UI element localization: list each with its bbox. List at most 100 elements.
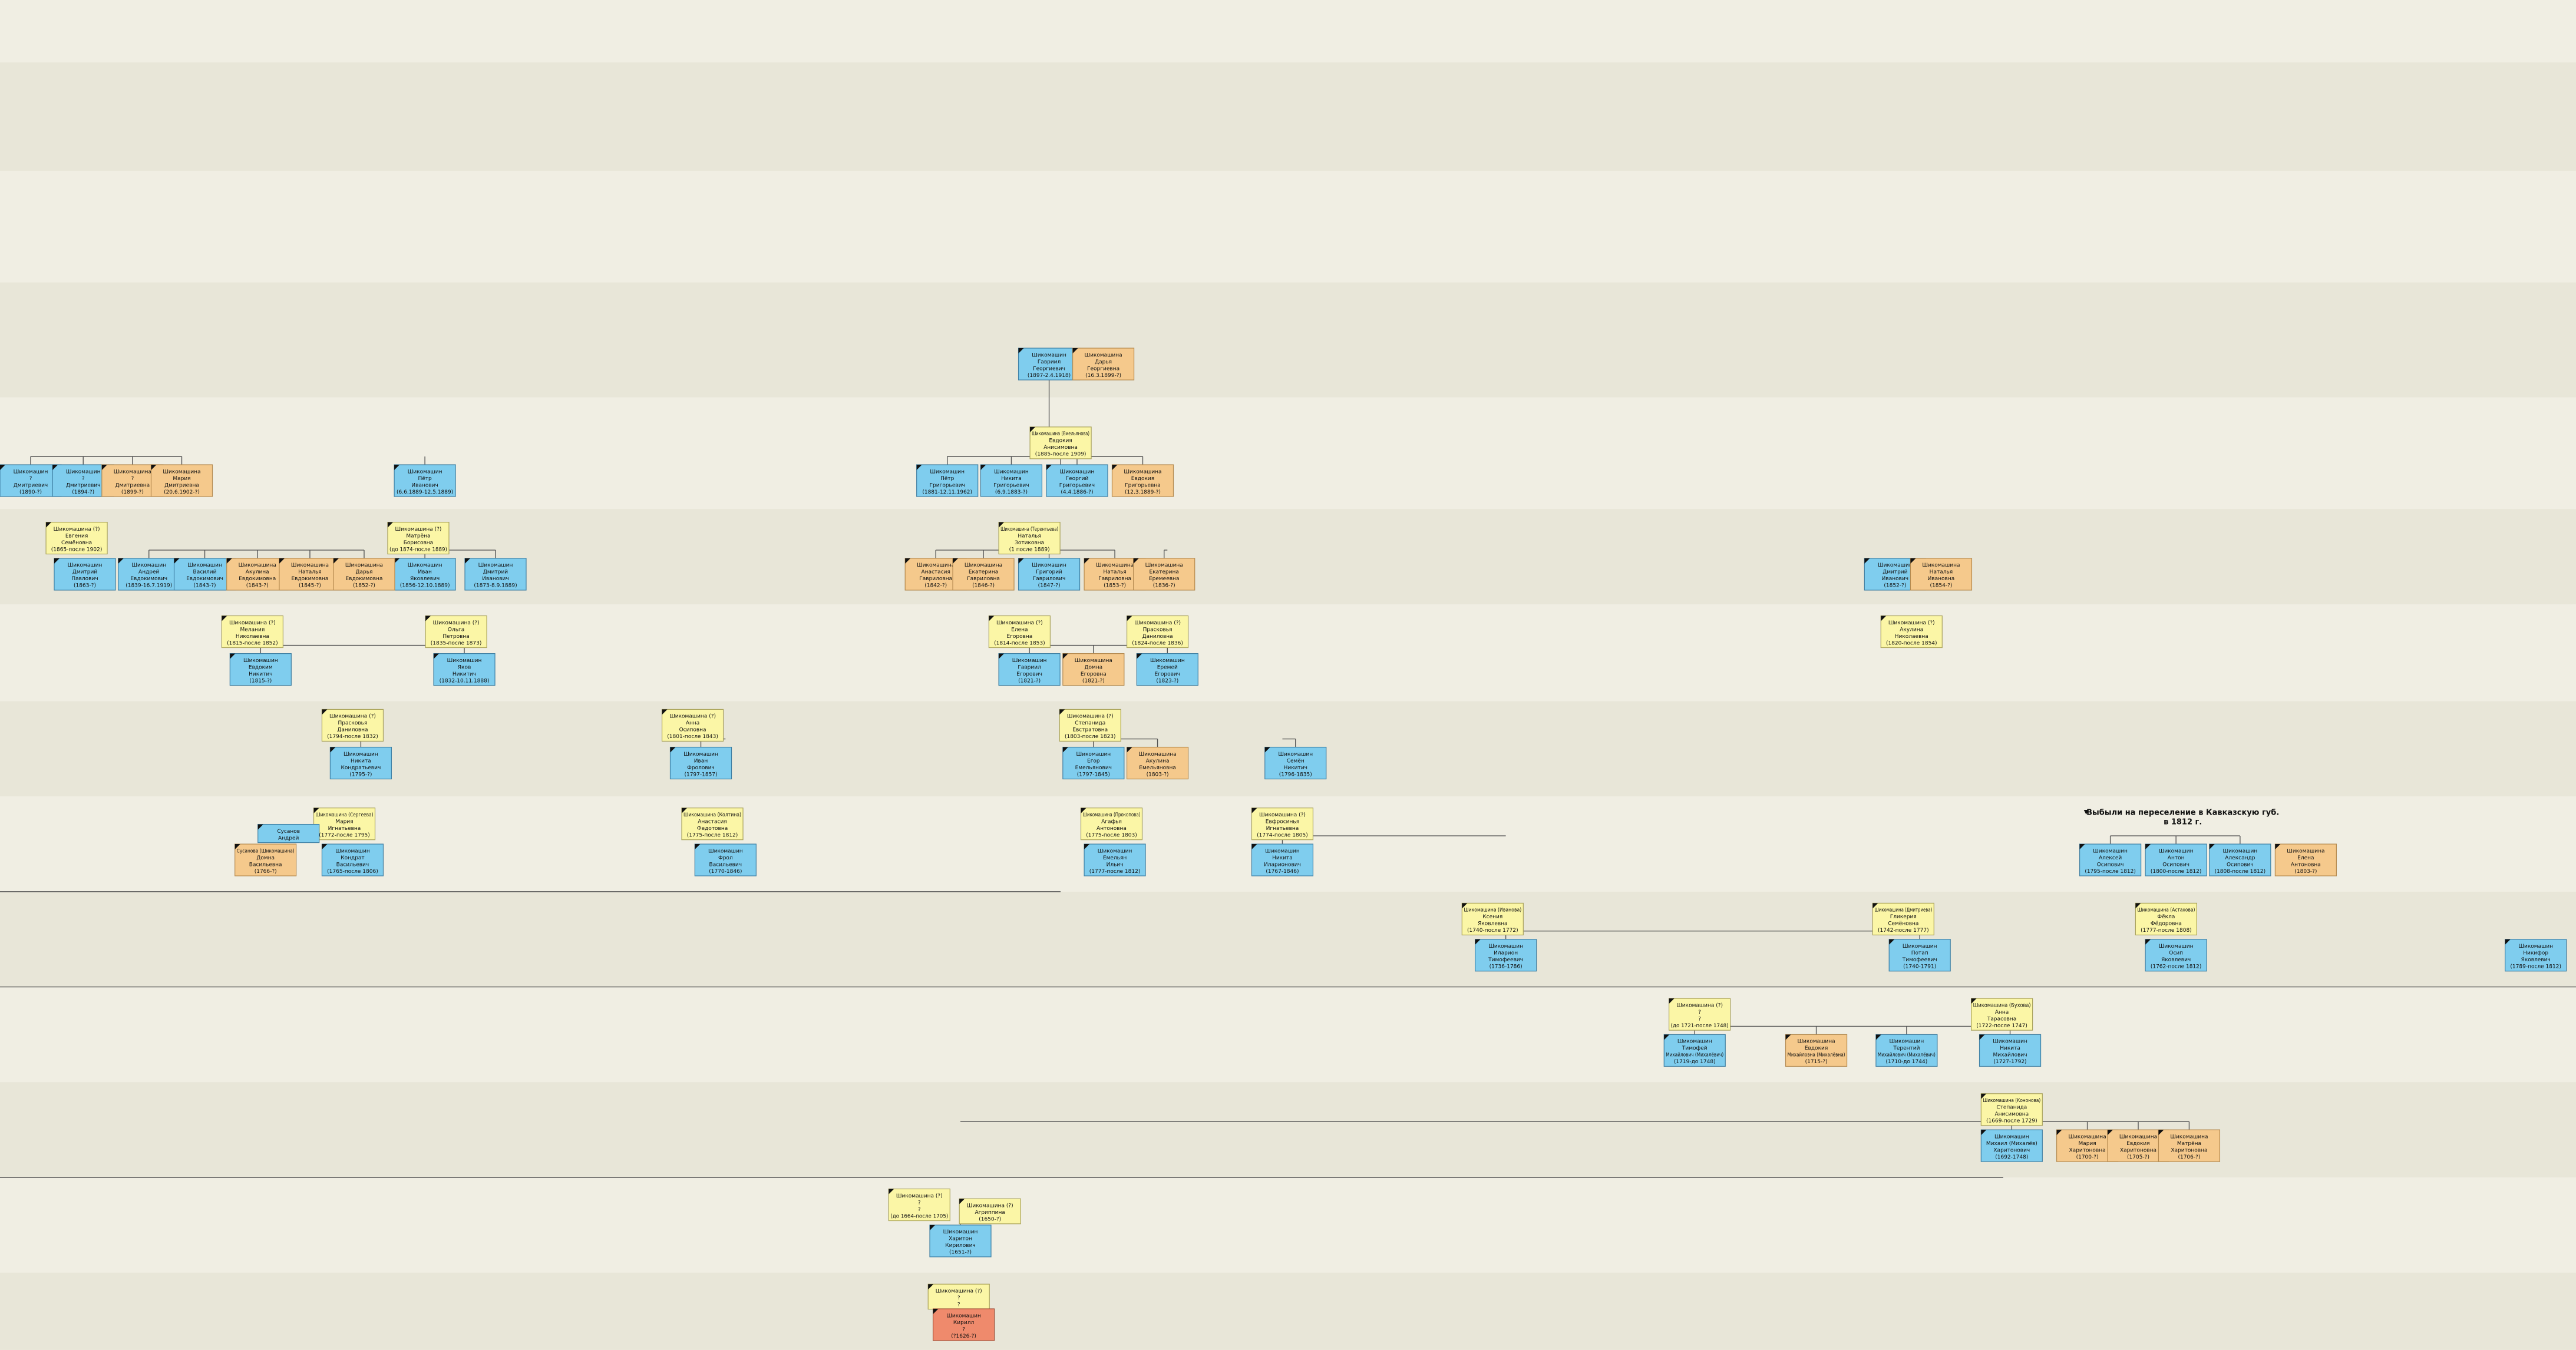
person-card[interactable] [661, 709, 724, 742]
person[interactable]: Шикомашина (Кононова)СтепанидаАнисимовна… [1980, 1093, 2043, 1126]
person-card[interactable] [2209, 843, 2271, 876]
person[interactable]: Шикомашина (?)?? [927, 1283, 990, 1310]
person-card[interactable] [1046, 464, 1108, 497]
person-card[interactable] [959, 1198, 1021, 1225]
person[interactable]: Шикомашина (?)МеланияНиколаевна(1815-пос… [221, 615, 283, 648]
person[interactable]: Сусанова (Шикомашина)ДомнаВасильевна(176… [235, 843, 297, 876]
person-card[interactable] [1084, 843, 1146, 876]
person-card[interactable] [1785, 1034, 1848, 1067]
person-card[interactable] [333, 558, 395, 591]
person[interactable]: Шикомашина (?)??(до 1664-после 1705) [888, 1188, 950, 1222]
person-card[interactable] [1126, 615, 1189, 648]
person-card[interactable] [321, 843, 384, 876]
person-card[interactable] [433, 653, 496, 686]
person[interactable]: Шикомашина (Сергеева)МарияИгнатьевна(177… [313, 808, 376, 841]
person-card[interactable] [394, 558, 456, 591]
person-card[interactable] [2145, 939, 2207, 972]
person-card[interactable] [1264, 746, 1327, 780]
person-card[interactable] [916, 464, 979, 497]
person[interactable]: ШикомашинГавриилГеоргиевич(1897-2.4.1918… [1018, 348, 1081, 380]
person-card[interactable] [221, 615, 283, 648]
person-card[interactable] [1133, 558, 1195, 591]
person[interactable]: Шикомашина (?)??(до 1721-после 1748) [1669, 998, 1731, 1031]
person-card[interactable] [888, 1188, 950, 1222]
person-card[interactable] [257, 823, 320, 843]
person-card[interactable] [329, 746, 392, 780]
person-card[interactable] [1971, 998, 2033, 1031]
person-card[interactable] [2505, 939, 2567, 972]
person-card[interactable] [1251, 843, 1314, 876]
person[interactable]: Шикомашин?Дмитриевич(1890-?) [0, 464, 62, 497]
person-card[interactable] [279, 558, 341, 591]
person-card[interactable] [2158, 1129, 2221, 1162]
person-card[interactable] [173, 558, 236, 591]
person-card[interactable] [681, 808, 744, 841]
person-card[interactable] [1136, 653, 1198, 686]
person[interactable]: Шикомашина (?)СтепанидаЕвстратовна(1803-… [1059, 709, 1121, 742]
person-card[interactable] [1880, 615, 1943, 648]
person-card[interactable] [54, 558, 116, 591]
person-card[interactable] [1888, 939, 1951, 972]
person[interactable]: Шикомашина (Терентьева)НатальяЗотиковна(… [998, 521, 1061, 555]
person-card[interactable] [1980, 1093, 2043, 1126]
person-card[interactable] [2274, 843, 2337, 876]
person-card[interactable] [394, 464, 456, 497]
person[interactable]: Шикомашина (?)ПрасковьяДаниловна(1824-по… [1126, 615, 1189, 648]
person-card[interactable] [321, 709, 384, 742]
person-card[interactable] [1126, 746, 1189, 780]
person-card[interactable] [229, 653, 292, 686]
person-card[interactable] [998, 521, 1061, 555]
person-card[interactable] [1072, 348, 1135, 380]
person-card[interactable] [669, 746, 732, 780]
person[interactable]: Шикомашина (Астахова)ФёклаФёдоровна(1777… [2135, 902, 2197, 936]
person-card[interactable] [0, 464, 62, 497]
person-card[interactable] [1018, 348, 1081, 380]
person-card[interactable] [150, 464, 213, 497]
person-card[interactable] [387, 521, 450, 555]
person-card[interactable] [1111, 464, 1174, 497]
person-card[interactable] [1062, 746, 1125, 780]
person-card[interactable] [1910, 558, 1973, 591]
person-card[interactable] [1475, 939, 1537, 972]
person-card[interactable] [1980, 1129, 2043, 1162]
person-card[interactable] [1875, 1034, 1938, 1067]
person-card[interactable] [1663, 1034, 1726, 1067]
person-card[interactable] [1669, 998, 1731, 1031]
person[interactable]: Шикомашина (Бухова) АннаТарасовна(1722-по… [1971, 998, 2033, 1031]
